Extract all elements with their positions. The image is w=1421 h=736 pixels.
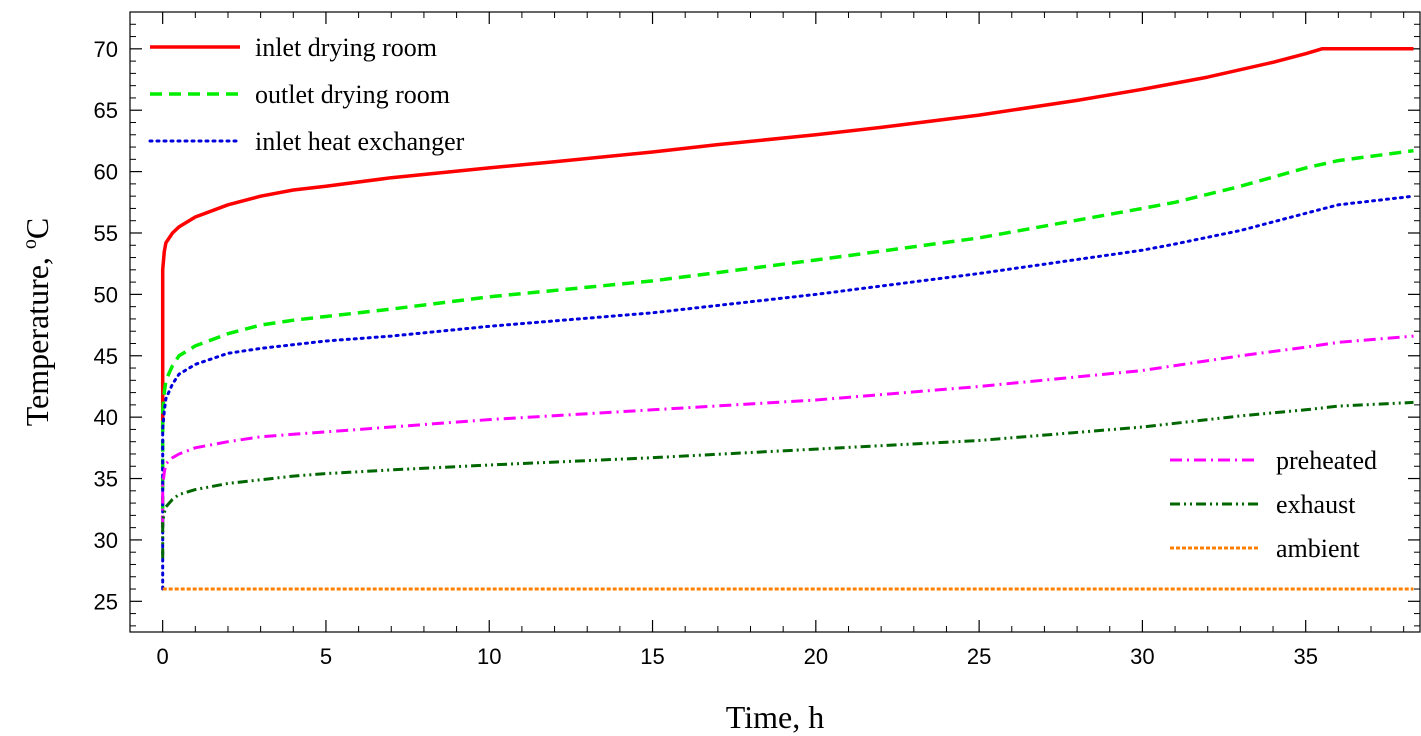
x-tick-label: 15: [640, 644, 664, 669]
series-line-inlet-heat-exchanger: [161, 194, 1415, 591]
series-line-outlet-drying-room: [160, 148, 1414, 528]
y-axis-title-superscript: o: [19, 239, 41, 249]
x-tick-label: 35: [1293, 644, 1317, 669]
legend-label: outlet drying room: [255, 80, 450, 109]
x-tick-label: 10: [477, 644, 501, 669]
series-line-exhaust: [161, 400, 1414, 559]
y-axis-title-main: Temperature,: [19, 249, 55, 426]
y-tick-label: 40: [94, 405, 118, 430]
legend-label: exhaust: [1276, 490, 1356, 519]
y-tick-label: 30: [94, 528, 118, 553]
x-axis: 0 5 10 15 20 25 30 35: [129, 12, 1405, 669]
y-tick-label: 70: [94, 37, 118, 62]
legend-label: preheated: [1276, 446, 1377, 475]
legend-label: inlet heat exchanger: [255, 127, 465, 156]
y-tick-label: 35: [94, 467, 118, 492]
plot-frame: [129, 11, 1421, 633]
y-tick-label: 55: [94, 221, 118, 246]
y-tick-label: 65: [94, 98, 118, 123]
legend-top-left: inlet drying room outlet drying room inlet…: [148, 33, 465, 156]
series-layer: [160, 47, 1415, 591]
x-tick-label: 20: [804, 644, 828, 669]
y-tick-label: 45: [94, 344, 118, 369]
y-axis-title: Temperature, oC: [19, 218, 55, 427]
legend-label: inlet drying room: [255, 33, 437, 62]
plot-area: [129, 11, 1421, 633]
y-tick-label: 25: [94, 589, 118, 614]
y-axis: 25 30 35 40 45 50 55 60 65 70: [94, 11, 1420, 627]
x-tick-label: 5: [320, 644, 332, 669]
x-tick-label: 30: [1130, 644, 1154, 669]
y-axis-title-unit: C: [19, 218, 55, 239]
x-tick-label: 25: [967, 644, 991, 669]
legend-bottom-right: preheated exhaust ambient: [1170, 446, 1377, 563]
y-tick-label: 60: [94, 160, 118, 185]
y-tick-label: 50: [94, 282, 118, 307]
legend-label: ambient: [1276, 534, 1361, 563]
x-tick-label: 0: [157, 644, 169, 669]
x-axis-title: Time, h: [726, 699, 824, 735]
series-line-preheated: [161, 334, 1414, 528]
series-line-inlet-drying-room: [160, 47, 1414, 430]
